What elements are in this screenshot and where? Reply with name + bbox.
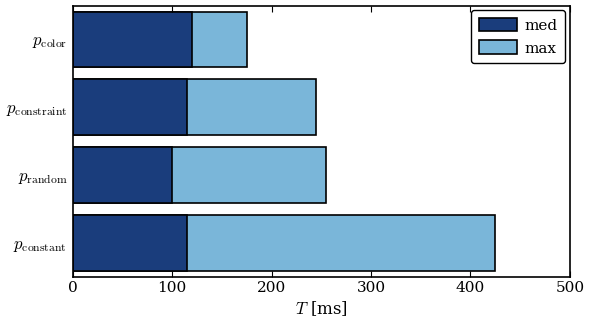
Bar <box>73 147 326 203</box>
Bar <box>73 215 187 271</box>
Bar <box>73 12 192 67</box>
Bar <box>73 12 247 67</box>
Bar <box>73 215 496 271</box>
X-axis label: $T$ [ms]: $T$ [ms] <box>295 300 348 318</box>
Legend: med, max: med, max <box>471 10 565 63</box>
Bar <box>73 147 172 203</box>
Bar <box>73 79 316 135</box>
Bar <box>73 79 187 135</box>
